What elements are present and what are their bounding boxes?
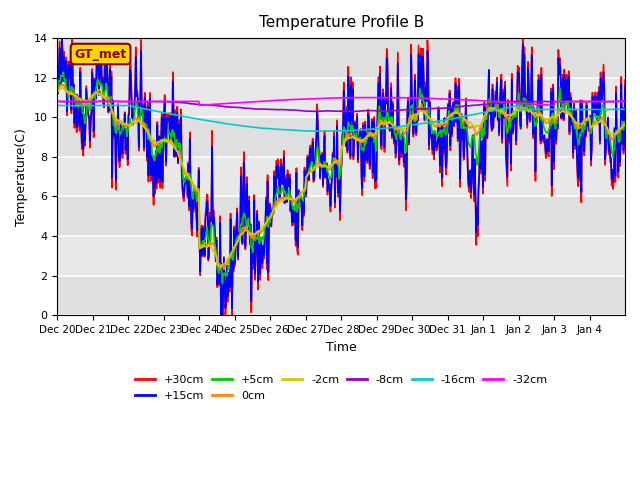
Title: Temperature Profile B: Temperature Profile B [259, 15, 424, 30]
X-axis label: Time: Time [326, 340, 356, 354]
Bar [58, 276, 625, 315]
Text: GT_met: GT_met [74, 48, 127, 60]
Bar [58, 38, 625, 78]
Bar [58, 196, 625, 236]
Y-axis label: Temperature(C): Temperature(C) [15, 128, 28, 226]
Bar [58, 117, 625, 157]
Legend: +30cm, +15cm, +5cm, 0cm, -2cm, -8cm, -16cm, -32cm: +30cm, +15cm, +5cm, 0cm, -2cm, -8cm, -16… [131, 371, 552, 405]
